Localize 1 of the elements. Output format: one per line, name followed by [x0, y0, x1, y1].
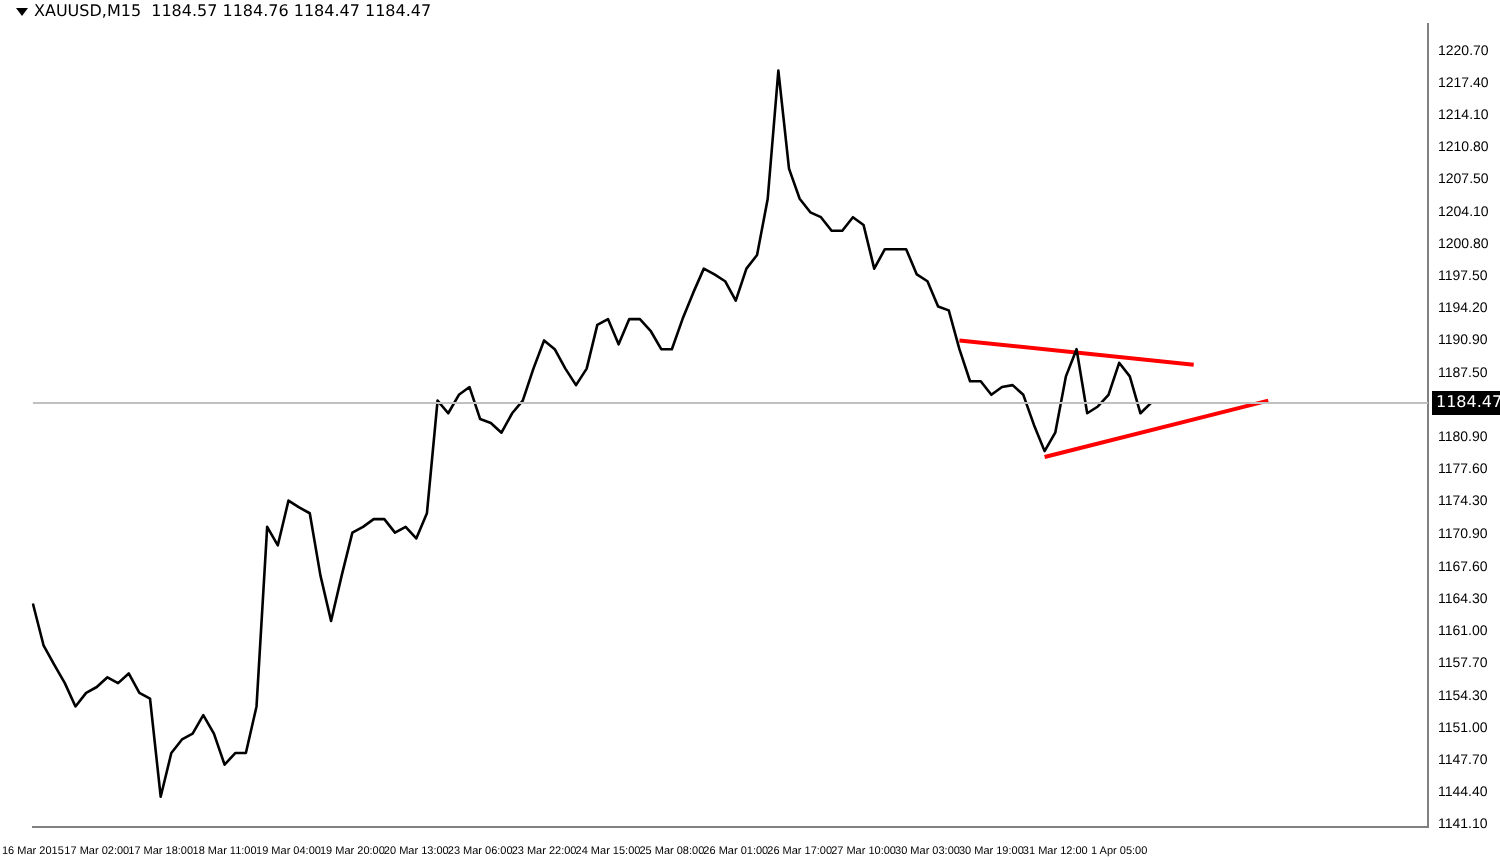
chart-title: XAUUSD,M15 1184.57 1184.76 1184.47 1184.47 [34, 2, 432, 20]
